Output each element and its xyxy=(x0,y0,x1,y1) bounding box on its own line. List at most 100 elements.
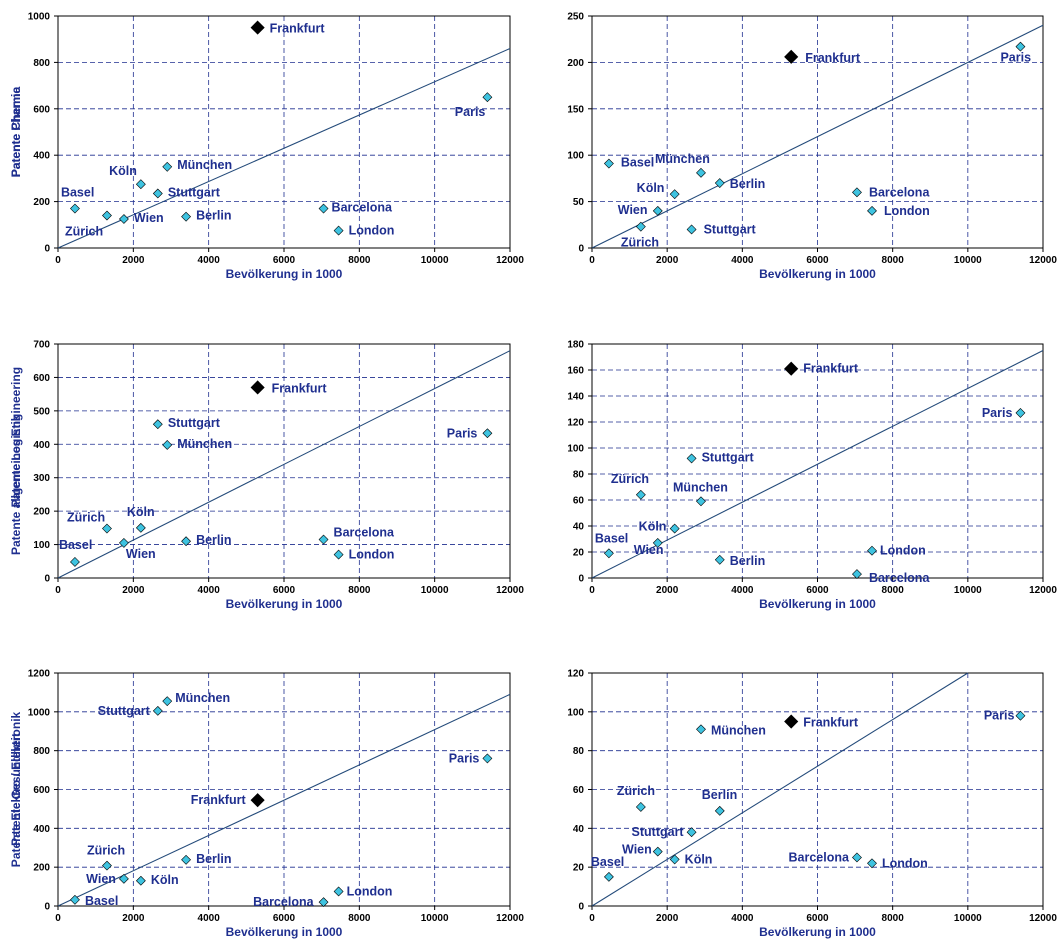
data-label-paris: Paris xyxy=(982,406,1013,420)
y-tick-label: 1000 xyxy=(28,707,51,718)
data-point-berlin xyxy=(714,178,725,188)
data-point-frankfurt xyxy=(250,380,265,395)
x-tick-label: 10000 xyxy=(421,255,449,266)
y-tick-label: 0 xyxy=(578,902,584,913)
data-point-koeln xyxy=(669,523,680,534)
data-point-paris xyxy=(482,92,493,103)
data-label-koeln: Köln xyxy=(151,873,179,887)
data-point-basel xyxy=(70,557,80,567)
data-label-berlin: Berlin xyxy=(730,177,765,191)
data-point-barcelona xyxy=(318,534,329,545)
x-tick-label: 2000 xyxy=(656,913,679,924)
trend-line xyxy=(591,24,1044,249)
y-tick-label: 180 xyxy=(567,340,584,351)
y-tick-label: 200 xyxy=(567,58,584,69)
data-point-koeln xyxy=(669,189,680,200)
data-point-basel xyxy=(70,894,80,905)
data-label-zuerich: Zürich xyxy=(65,225,103,239)
x-axis-title: Bevölkerung in 1000 xyxy=(226,925,343,939)
data-point-basel xyxy=(70,203,80,214)
y-tick-label: 80 xyxy=(573,470,585,481)
data-label-stuttgart: Stuttgart xyxy=(704,222,757,236)
data-label-wien: Wien xyxy=(634,543,664,557)
y-axis-title: Patente Gesundheit xyxy=(9,733,23,846)
y-tick-label: 40 xyxy=(573,824,585,835)
x-axis-title: Bevölkerung in 1000 xyxy=(759,267,876,281)
x-tick-label: 10000 xyxy=(421,913,449,924)
data-label-basel: Basel xyxy=(595,531,628,545)
x-tick-label: 12000 xyxy=(1029,255,1057,266)
chart-panel-patente-elektro-elektronik: 0 2000 4000 6000 8000 10000 12000 0 200 400 600 800… xyxy=(9,669,524,940)
data-label-zuerich: Zürich xyxy=(87,844,125,858)
y-tick-label: 1200 xyxy=(28,669,51,680)
data-label-frankfurt: Frankfurt xyxy=(805,51,861,65)
data-point-stuttgart xyxy=(152,419,163,430)
data-label-frankfurt: Frankfurt xyxy=(270,22,326,36)
trend-line xyxy=(57,47,511,249)
data-label-stuttgart: Stuttgart xyxy=(98,704,151,718)
data-point-koeln xyxy=(669,854,680,865)
x-axis-title: Bevölkerung in 1000 xyxy=(226,267,343,281)
data-point-frankfurt xyxy=(784,361,799,376)
x-tick-label: 6000 xyxy=(806,913,829,924)
y-tick-label: 100 xyxy=(567,707,584,718)
data-point-muenchen xyxy=(696,167,706,178)
y-tick-label: 50 xyxy=(573,197,585,208)
data-point-muenchen xyxy=(162,696,173,707)
data-point-muenchen xyxy=(696,496,706,507)
data-point-barcelona xyxy=(318,897,329,908)
data-point-stuttgart xyxy=(686,224,697,235)
data-point-muenchen xyxy=(162,440,173,450)
x-tick-label: 0 xyxy=(589,585,595,596)
y-tick-label: 60 xyxy=(573,785,585,796)
y-tick-label: 600 xyxy=(33,373,50,384)
x-tick-label: 10000 xyxy=(954,913,982,924)
chart-panel-patente-allgemeines-engineering: 0 2000 4000 6000 8000 10000 12000 0 100 200 300 400… xyxy=(9,340,524,612)
x-tick-label: 8000 xyxy=(348,913,371,924)
x-tick-label: 8000 xyxy=(348,255,371,266)
data-label-paris: Paris xyxy=(984,709,1015,723)
x-tick-label: 8000 xyxy=(882,255,905,266)
data-point-paris xyxy=(1015,41,1026,52)
data-point-frankfurt xyxy=(784,714,799,729)
y-tick-label: 40 xyxy=(573,522,585,533)
data-label-london: London xyxy=(880,544,926,558)
data-point-berlin xyxy=(714,554,725,565)
trend-line xyxy=(591,350,1044,579)
data-point-frankfurt xyxy=(250,20,265,35)
y-tick-label: 200 xyxy=(33,507,50,518)
data-point-berlin xyxy=(181,536,191,547)
y-tick-label: 400 xyxy=(33,440,50,451)
x-tick-label: 2000 xyxy=(656,585,679,596)
data-point-wien xyxy=(652,205,663,216)
data-label-zuerich: Zürich xyxy=(67,511,105,525)
data-point-zuerich xyxy=(635,489,646,500)
data-point-london xyxy=(867,858,877,869)
data-point-koeln xyxy=(135,522,146,533)
data-point-koeln xyxy=(135,875,146,886)
trend-line xyxy=(57,350,511,579)
y-tick-label: 160 xyxy=(567,366,584,377)
y-tick-label: 600 xyxy=(33,104,50,115)
data-point-koeln xyxy=(135,179,146,190)
y-tick-label: 1000 xyxy=(28,12,51,23)
y-tick-label: 500 xyxy=(33,406,50,417)
x-tick-label: 12000 xyxy=(1029,913,1057,924)
data-label-paris: Paris xyxy=(1000,51,1031,65)
data-label-berlin: Berlin xyxy=(196,852,231,866)
data-point-zuerich xyxy=(635,802,646,812)
y-axis-title: Patente Logistik xyxy=(9,414,23,507)
x-tick-label: 0 xyxy=(55,255,61,266)
data-label-paris: Paris xyxy=(455,105,486,119)
data-label-paris: Paris xyxy=(449,751,480,765)
data-label-barcelona: Barcelona xyxy=(869,185,930,199)
x-tick-label: 0 xyxy=(55,913,61,924)
data-label-stuttgart: Stuttgart xyxy=(632,825,685,839)
chart-panel-patente-gesundheit: 0 2000 4000 6000 8000 10000 120000204060801001… xyxy=(9,669,1057,940)
y-tick-label: 300 xyxy=(33,473,50,484)
data-label-basel: Basel xyxy=(61,186,94,200)
y-tick-label: 0 xyxy=(44,244,50,255)
x-tick-label: 6000 xyxy=(273,255,296,266)
x-tick-label: 4000 xyxy=(198,585,221,596)
